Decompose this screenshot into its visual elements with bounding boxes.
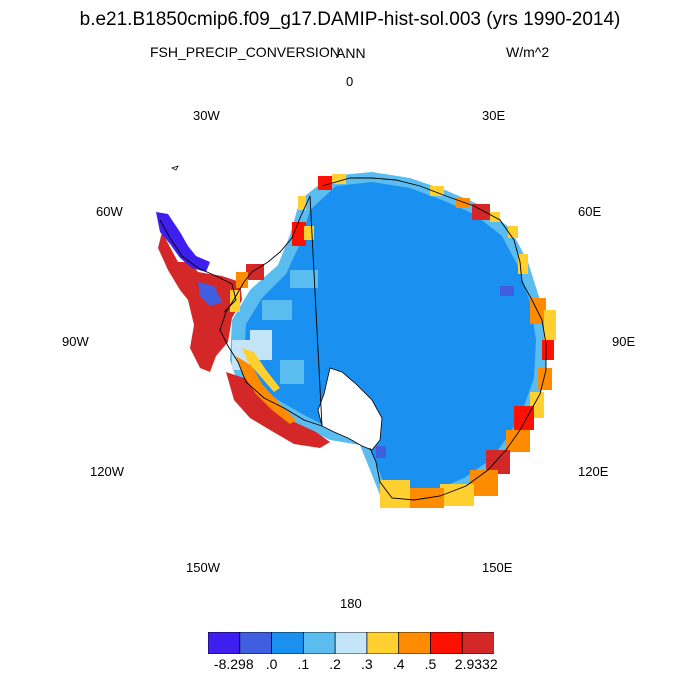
- colorbar-swatch-1: [239, 632, 273, 654]
- colorbar-swatch-3: [302, 632, 336, 654]
- coast-patch: [514, 406, 534, 430]
- coast-patch: [542, 340, 554, 360]
- coast-patch: [304, 226, 314, 240]
- coast-patch-blue: [376, 446, 386, 458]
- coast-patch: [518, 254, 528, 274]
- coast-patch: [456, 198, 470, 208]
- lon-label-0: 0: [346, 74, 354, 89]
- colorbar: [208, 632, 494, 654]
- lon-label-30e: 30E: [482, 108, 506, 123]
- coast-patch: [506, 430, 530, 452]
- small-island: [170, 165, 179, 171]
- colorbar-label-0: -8.298: [213, 656, 254, 672]
- colorbar-label-3: .2: [329, 656, 341, 672]
- colorbar-swatch-7: [430, 632, 463, 654]
- coast-orange-patch: [236, 272, 248, 288]
- colorbar-label-1: .0: [265, 656, 278, 672]
- colorbar-swatch-8: [461, 632, 494, 654]
- lon-label-180: 180: [340, 596, 362, 611]
- lon-label-60w: 60W: [96, 204, 123, 219]
- coast-patch: [440, 484, 474, 506]
- field-name-label: FSH_PRECIP_CONVERSION: [150, 44, 340, 60]
- light-patch: [262, 300, 292, 320]
- lon-label-60e: 60E: [578, 204, 602, 219]
- peninsula-blue: [156, 212, 210, 272]
- coast-red-patch: [246, 264, 264, 280]
- interior-core: [244, 182, 536, 492]
- coast-patch-blue: [500, 286, 514, 296]
- colorbar-label-5: .4: [392, 656, 405, 672]
- coast-patch: [380, 480, 410, 508]
- coast-patch: [430, 186, 444, 196]
- coast-patch: [544, 310, 556, 340]
- west-coast-yellow: [242, 348, 280, 392]
- coast-patch: [332, 174, 346, 184]
- colorbar-label-4: .3: [361, 656, 373, 672]
- coast-patch: [538, 368, 552, 390]
- coast-patch: [508, 226, 518, 238]
- lon-label-120e: 120E: [578, 464, 609, 479]
- lon-label-150e: 150E: [482, 560, 513, 575]
- ross-ice-shelf: [317, 367, 383, 451]
- light-patch: [250, 330, 272, 360]
- lon-label-90e: 90E: [612, 334, 636, 349]
- light-patch: [290, 270, 318, 288]
- lon-label-120w: 120W: [90, 464, 124, 479]
- lon-label-90w: 90W: [62, 334, 89, 349]
- coast-patch: [472, 204, 490, 220]
- colorbar-swatch-5: [366, 632, 400, 654]
- coast-patch: [470, 470, 498, 496]
- coast-patch: [292, 222, 306, 246]
- coastline: [219, 177, 547, 501]
- colorbar-label-6: .5: [424, 656, 437, 672]
- plot-title: b.e21.B1850cmip6.f09_g17.DAMIP-hist-sol.…: [79, 9, 621, 30]
- colorbar-swatch-0: [208, 632, 241, 654]
- colorbar-label-2: .1: [297, 656, 310, 672]
- season-label: ANN: [336, 45, 366, 61]
- colorbar-swatch-6: [398, 632, 432, 654]
- units-label: W/m^2: [506, 44, 550, 60]
- colorbar-label-7: 2.9332: [454, 656, 498, 672]
- peninsula-outline: [159, 219, 237, 313]
- coast-patch: [298, 196, 306, 210]
- lon-label-150w: 150W: [186, 560, 220, 575]
- colorbar-swatch-2: [271, 632, 305, 654]
- lon-label-30w: 30W: [193, 108, 220, 123]
- coast-patch: [318, 176, 332, 190]
- light-patch: [280, 360, 304, 384]
- peninsula-red: [158, 232, 242, 372]
- peninsula-blue-2: [198, 282, 222, 306]
- colorbar-swatch-4: [334, 632, 368, 654]
